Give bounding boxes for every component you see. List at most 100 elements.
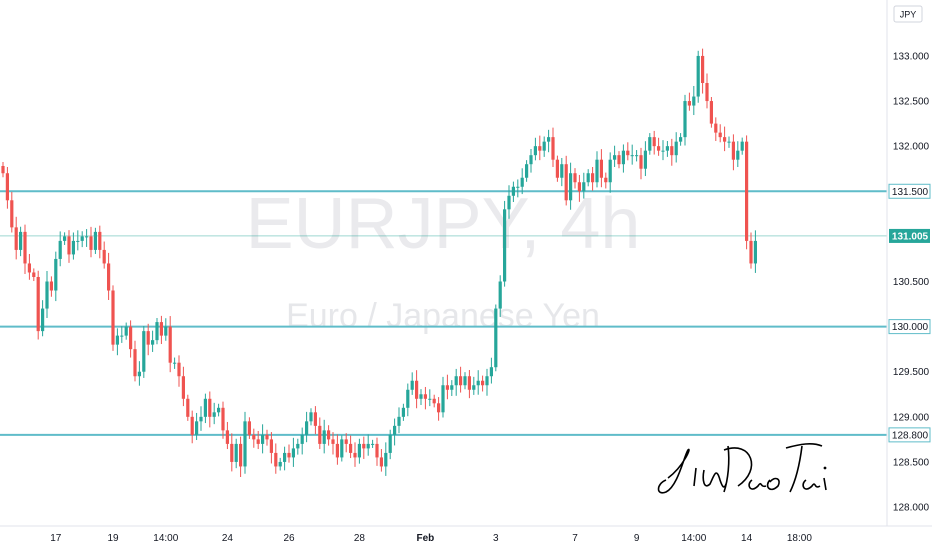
candle: [265, 429, 269, 446]
candle: [630, 144, 634, 165]
candle-body-up: [661, 150, 665, 152]
x-tick-label: 28: [354, 533, 366, 544]
candle: [591, 167, 595, 191]
candle: [291, 437, 295, 467]
candle: [208, 391, 212, 428]
last-price-label: 131.005: [892, 231, 929, 242]
candle: [168, 316, 172, 373]
candle-body-down: [133, 349, 137, 377]
candle-body-down: [14, 227, 18, 250]
candle-body-up: [142, 331, 146, 372]
candle: [507, 185, 511, 219]
candle: [569, 162, 573, 210]
candle: [428, 389, 432, 407]
x-tick-label: 19: [107, 533, 119, 544]
x-tick-label: 14:00: [681, 533, 706, 544]
candle-body-down: [445, 385, 449, 390]
x-tick-label: 3: [493, 533, 499, 544]
candle: [212, 402, 216, 425]
candle-body-down: [186, 398, 190, 417]
candle: [665, 141, 669, 157]
y-tick-label: 132.500: [893, 97, 930, 108]
candle: [195, 412, 199, 441]
candle: [10, 191, 14, 233]
candle-body-down: [481, 380, 485, 386]
candle: [516, 179, 520, 198]
candle-body-down: [432, 398, 436, 404]
candle: [146, 323, 150, 356]
watermark-symbol: EURJPY, 4h: [246, 184, 641, 264]
candle: [76, 230, 80, 251]
candle: [709, 96, 713, 128]
candle: [437, 397, 441, 421]
candle-body-down: [362, 443, 366, 449]
candle-body-up: [296, 443, 300, 449]
candle-body-down: [657, 146, 661, 151]
candle-body-up: [441, 385, 445, 413]
candle: [93, 227, 97, 254]
candle-body-down: [718, 132, 722, 138]
candle-body-up: [243, 421, 247, 467]
candle-body-up: [71, 240, 75, 255]
candle-body-down: [459, 376, 463, 386]
candle: [494, 304, 498, 372]
candle-body-up: [520, 177, 524, 187]
candle: [423, 386, 427, 410]
candle-body-down: [247, 421, 251, 435]
x-tick-label: 26: [283, 533, 295, 544]
candle-body-up: [155, 322, 159, 341]
candle: [613, 145, 617, 168]
candle: [274, 443, 278, 474]
y-tick-label: 129.000: [893, 412, 930, 423]
candle: [525, 160, 529, 182]
candle-body-up: [305, 421, 309, 435]
candle: [445, 374, 449, 400]
candle: [731, 134, 735, 171]
candle: [349, 435, 353, 459]
candle-body-up: [388, 434, 392, 453]
x-tick-label: 14: [741, 533, 753, 544]
candle: [287, 444, 291, 463]
candle: [58, 231, 62, 267]
candle-body-up: [261, 434, 265, 444]
candle-body-down: [32, 272, 36, 277]
x-tick-label: 24: [222, 533, 234, 544]
candle-body-up: [507, 195, 511, 210]
candle-body-up: [212, 412, 216, 417]
x-tick-label: Feb: [417, 533, 435, 544]
candle-body-up: [498, 281, 502, 309]
candle-body-up: [309, 412, 313, 422]
candle: [476, 370, 480, 395]
candle-body-up: [164, 326, 168, 336]
time-scale[interactable]: 17 19 14:00 24 26 28 Feb 3 7 9 14:00 14 18:00: [0, 525, 932, 550]
candle: [626, 142, 630, 161]
candle: [322, 419, 326, 454]
candle-body-down: [604, 177, 608, 183]
candle-body-up: [643, 150, 647, 169]
candle: [718, 124, 722, 143]
candle-body-down: [1, 166, 5, 174]
candle-body-down: [10, 200, 14, 228]
candle: [432, 394, 436, 408]
candle-body-up: [300, 434, 304, 444]
candle: [441, 376, 445, 418]
candle-body-up: [683, 101, 687, 138]
candle: [670, 138, 674, 166]
candle: [419, 389, 423, 406]
level-label-2: 128.800: [892, 430, 929, 441]
candle-body-down: [287, 452, 291, 458]
candle-body-up: [401, 407, 405, 417]
candle: [296, 438, 300, 455]
candle-body-up: [357, 443, 361, 458]
candle: [696, 50, 700, 103]
price-scale[interactable]: 128.000 128.500 129.000 129.500 130.500 132.0…: [886, 0, 932, 526]
candle-body-up: [529, 155, 533, 165]
x-tick-label: 9: [634, 533, 640, 544]
candle-body-up: [85, 236, 89, 238]
candle: [621, 144, 625, 173]
y-tick-label: 128.500: [893, 457, 930, 468]
candle-body-up: [195, 421, 199, 435]
candle: [560, 157, 564, 187]
level-label-1: 130.000: [892, 322, 929, 333]
